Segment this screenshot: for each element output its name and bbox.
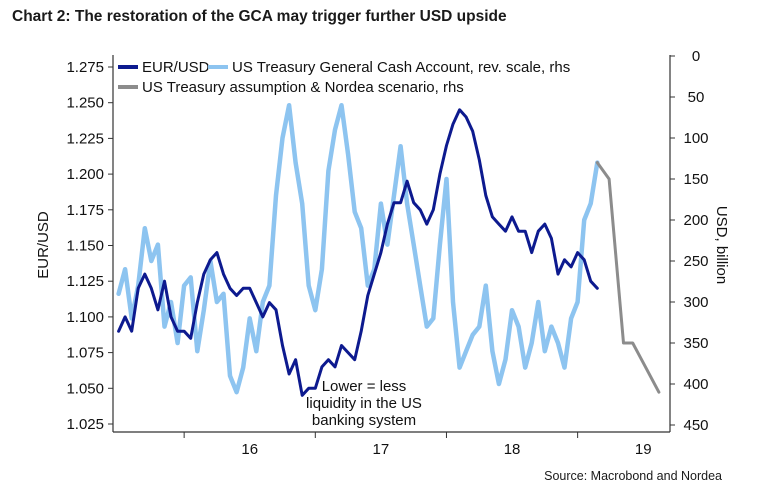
legend-label: US Treasury General Cash Account, rev. s…: [232, 59, 570, 76]
y-tick-label: 1.075: [66, 345, 104, 362]
x-tick-label: 16: [241, 441, 258, 458]
y2-tick-label: 350: [683, 335, 708, 352]
x-tick-label: 18: [504, 441, 521, 458]
chart-series: [116, 102, 661, 397]
y2-tick-label: 400: [683, 376, 708, 393]
y2-tick-label: 250: [683, 253, 708, 270]
y2-tick-label: 0: [692, 48, 700, 65]
legend-background: [116, 59, 601, 101]
x-tick-label: 19: [635, 441, 652, 458]
y-tick-label: 1.275: [66, 59, 104, 76]
y-tick-label: 1.225: [66, 130, 104, 147]
y-tick-label: 1.100: [66, 309, 104, 326]
chart-title: Chart 2: The restoration of the GCA may …: [12, 8, 507, 25]
y2-tick-label: 150: [683, 171, 708, 188]
y-tick-label: 1.125: [66, 273, 104, 290]
chart-axes: 1.025 1.050 1.075 1.100 1.125 1.150 1.175 1.200…: [66, 48, 708, 458]
y-tick-label: 1.025: [66, 416, 104, 433]
x-tick-label: 17: [373, 441, 390, 458]
gca-line: [116, 102, 600, 395]
annotation-line: Lower = less: [322, 378, 407, 395]
chart-legend: EUR/USD US Treasury General Cash Account,…: [116, 59, 601, 101]
legend-label: US Treasury assumption & Nordea scenario…: [142, 79, 464, 96]
y2-tick-label: 50: [688, 89, 705, 106]
y-tick-label: 1.150: [66, 238, 104, 255]
scenario-line: [595, 161, 661, 394]
y2-tick-label: 100: [683, 130, 708, 147]
source-note: Source: Macrobond and Nordea: [544, 469, 722, 483]
y2-tick-label: 300: [683, 294, 708, 311]
eurusd-line: [117, 108, 599, 397]
chart-annotation: Lower = less liquidity in the US banking s…: [306, 378, 422, 429]
legend-label: EUR/USD: [142, 59, 210, 76]
y-tick-label: 1.175: [66, 202, 104, 219]
y2-tick-label: 200: [683, 212, 708, 229]
annotation-line: banking system: [312, 412, 416, 429]
y-tick-label: 1.200: [66, 166, 104, 183]
y-tick-label: 1.250: [66, 95, 104, 112]
y2-axis-label: USD, billion: [713, 206, 730, 284]
y2-tick-label: 450: [683, 417, 708, 434]
y-axis-label: EUR/USD: [35, 211, 52, 279]
y-tick-label: 1.050: [66, 380, 104, 397]
annotation-line: liquidity in the US: [306, 395, 422, 412]
